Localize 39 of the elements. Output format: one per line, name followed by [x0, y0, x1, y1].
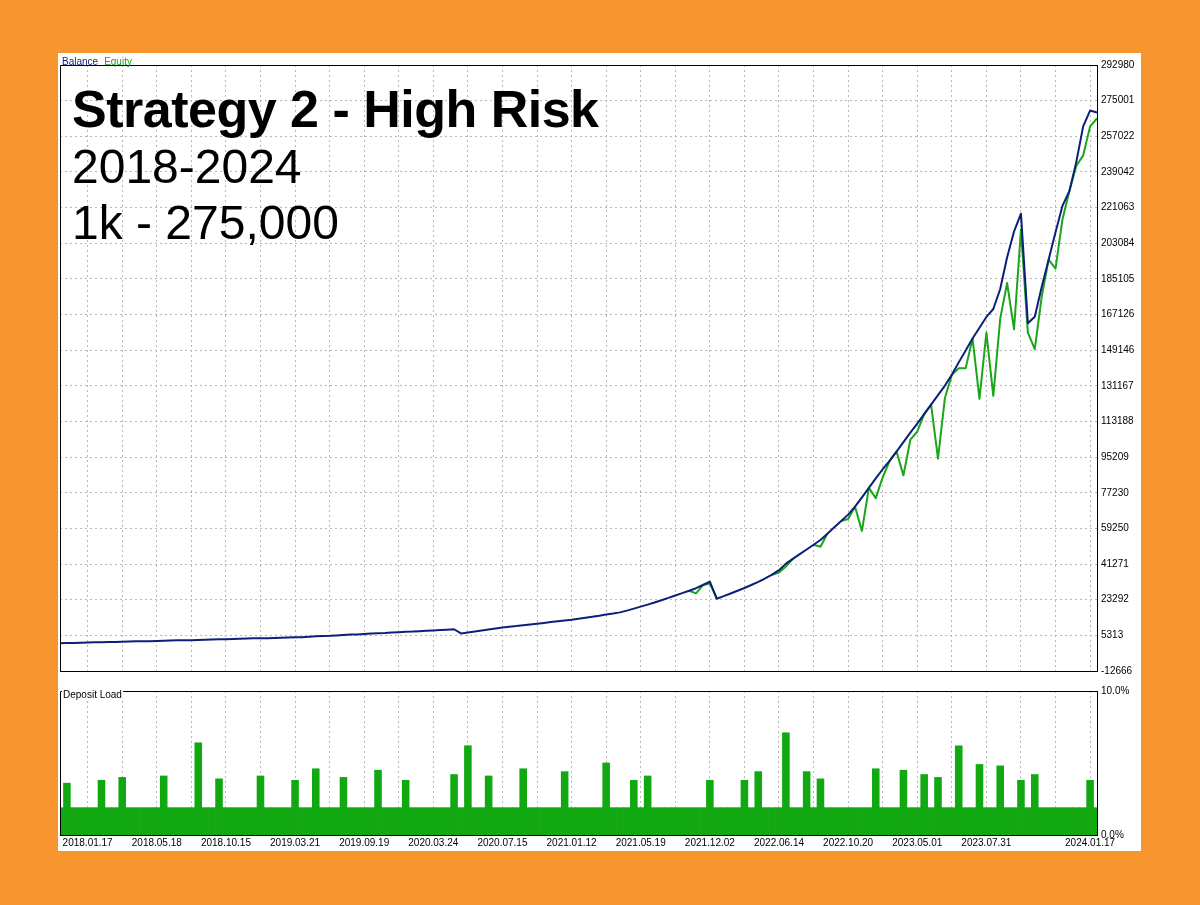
y-tick-label: 203084	[1101, 236, 1135, 248]
text: Balance	[62, 56, 99, 67]
y-tick-label: 239042	[1101, 165, 1135, 177]
y-tick-label: 23292	[1101, 593, 1130, 605]
x-tick-label: 2023.05.01	[892, 836, 943, 848]
text: 2018-2024	[72, 139, 303, 195]
x-tick-label: 2020.07.15	[477, 836, 528, 848]
x-tick-label: 2021.05.19	[615, 836, 667, 848]
x-tick-label: 2021.01.12	[546, 836, 598, 848]
y-tick-label: 131167	[1101, 379, 1135, 391]
y-tick-label: 149146	[1101, 343, 1135, 355]
y-tick-label: 275001	[1101, 94, 1135, 106]
y-tick-label: 221063	[1101, 201, 1135, 213]
text: Equity	[104, 56, 132, 67]
y-tick-label: 113188	[1101, 415, 1135, 427]
x-tick-label: 2023.07.31	[961, 836, 1012, 848]
y-tick-label: 77230	[1101, 486, 1130, 498]
chart-title: Strategy 2 - High Risk	[72, 79, 599, 140]
y-tick-label: 185105	[1101, 272, 1135, 284]
x-tick-label: 2022.10.20	[823, 836, 874, 848]
y-tick-label: 5313	[1101, 629, 1124, 641]
x-tick-label: 2018.05.18	[131, 836, 183, 848]
x-tick-label: 2018.10.15	[200, 836, 252, 848]
y-tick-label: 10.0%	[1101, 684, 1130, 696]
x-tick-label: 2021.12.02	[684, 836, 736, 848]
annotation: 1k - 275,000	[72, 195, 340, 251]
y-tick-label: 59250	[1101, 522, 1130, 534]
y-tick-label: 292980	[1101, 58, 1135, 70]
x-tick-label: 2020.03.24	[408, 836, 459, 848]
x-tick-label: 2018.01.17	[62, 836, 114, 848]
y-tick-label: -12666	[1101, 664, 1133, 676]
y-tick-label: 41271	[1101, 557, 1130, 569]
x-tick-label: 2019.03.21	[270, 836, 321, 848]
chart-title: Deposit Load	[62, 689, 123, 700]
y-tick-label: 95209	[1101, 450, 1130, 462]
x-tick-label: 2022.06.14	[753, 836, 805, 848]
y-tick-label: 257022	[1101, 130, 1135, 142]
x-tick-label: 2019.09.19	[339, 836, 390, 848]
y-tick-label: 167126	[1101, 308, 1135, 320]
